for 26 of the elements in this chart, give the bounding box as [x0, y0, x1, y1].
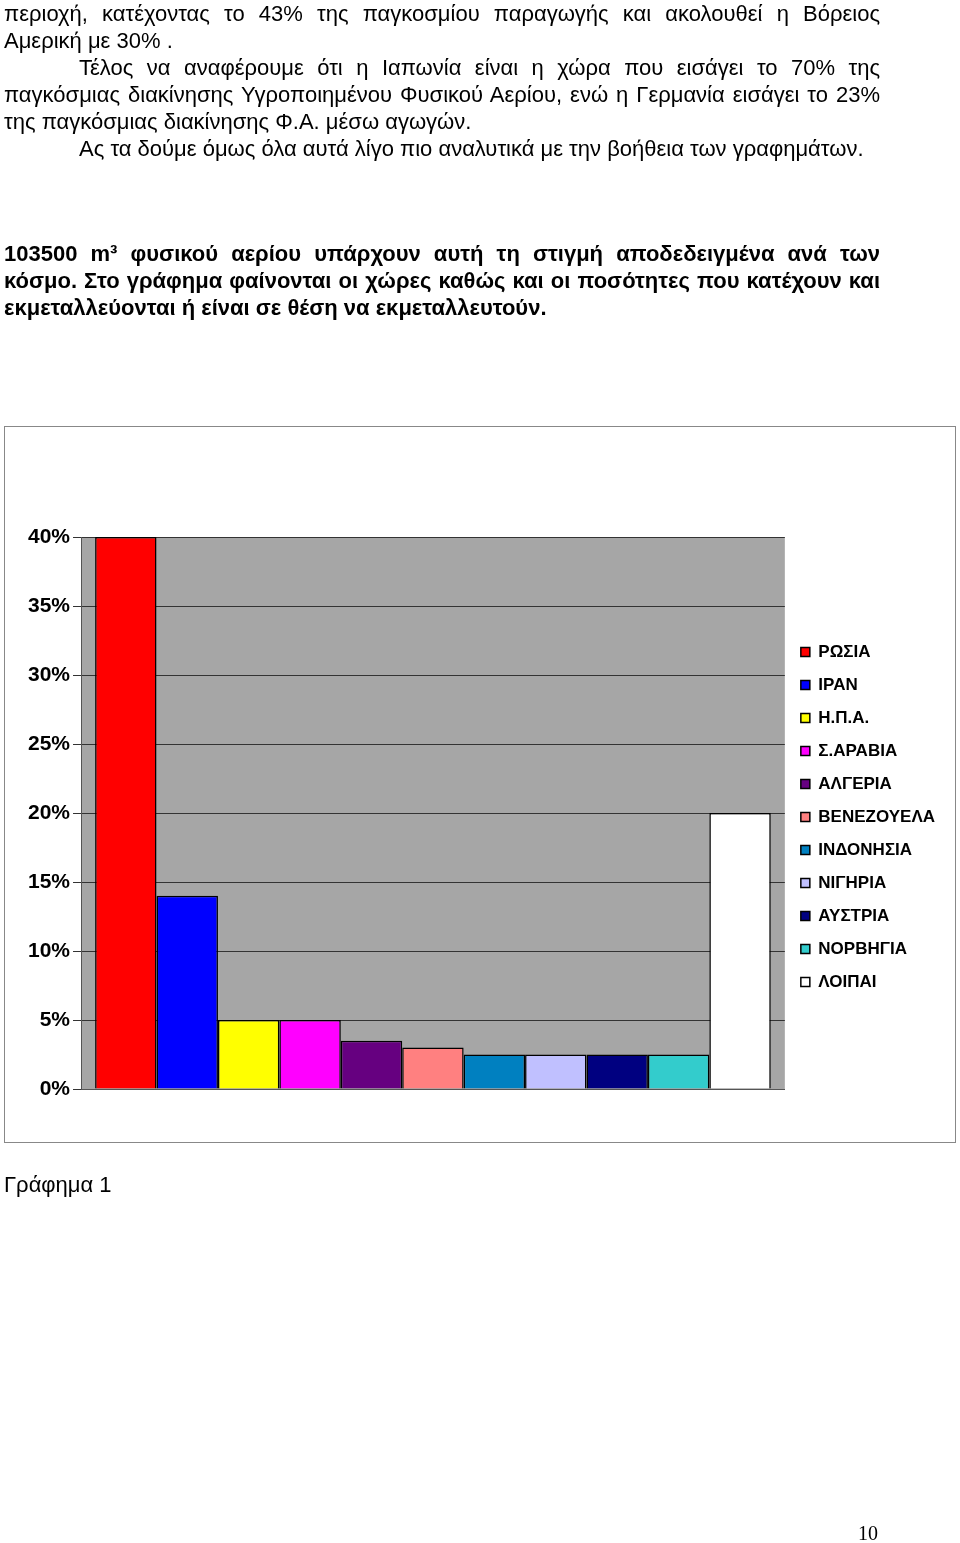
y-tick-label: 0% [39, 1075, 71, 1099]
text: Γράφημα 1 [4, 1172, 112, 1198]
text: Ας τα δούμε όμως όλα αυτά λίγο πιο αναλυτικά με την βοήθεια των γραφημάτων. [78, 135, 865, 162]
y-tick-label: 35% [28, 592, 71, 616]
text: Τέλος να αναφέρουμε ότι η Ιαπωνία είναι η χώρα που εισάγει το 70% της παγκόσμιας διακίνησης Υγροποιημένου Φυσικού Αερίου, ενώ η Γερμανία εισάγει το 23% της παγκόσμιας διακίνησης Φ.Α. μέσω αγωγών. [4, 54, 880, 135]
y-tick-label: 20% [28, 799, 71, 823]
legend-label: ΝΙΓΗΡΙΑ [818, 872, 887, 892]
text: περιοχή, κατέχοντας το 43% της παγκοσμίου παραγωγής και ακολουθεί η Βόρειος Αμερική με 30% . [4, 0, 880, 54]
legend-label: ΛΟΙΠΑΙ [818, 971, 877, 991]
legend-label: ΑΥΣΤΡΙΑ [818, 905, 890, 925]
legend-label: Η.Π.Α. [818, 707, 870, 727]
y-tick-label: 40% [28, 523, 71, 547]
y-tick-label: 25% [28, 730, 71, 754]
legend-label: ΒΕΝΕΖΟΥΕΛΑ [818, 806, 936, 826]
y-tick-label: 5% [39, 1006, 71, 1030]
y-tick-label: 10% [28, 937, 71, 961]
legend-label: Σ.ΑΡΑΒΙΑ [818, 740, 898, 760]
text: 10 [858, 1522, 878, 1543]
y-tick-label: 15% [28, 868, 71, 892]
legend-label: ΙΡΑΝ [818, 674, 858, 694]
legend-label: ΑΛΓΕΡΙΑ [818, 773, 892, 793]
legend-label: ΡΩΣΙΑ [818, 641, 871, 661]
legend-label: ΙΝΔΟΝΗΣΙΑ [818, 839, 913, 859]
chart-title: 103500 m³ φυσικού αερίου υπάρχουν αυτή τη στιγμή αποδεδειγμένα ανά των κόσμο. Στο γράφημα φαίνονται οι χώρες καθώς και οι ποσότητες που κατέχουν και εκμεταλλεύονται ή είναι σε θέση να εκμεταλλευτούν. [4, 240, 880, 321]
y-tick-label: 30% [28, 661, 71, 685]
legend-label: ΝΟΡΒΗΓΙΑ [818, 938, 907, 958]
